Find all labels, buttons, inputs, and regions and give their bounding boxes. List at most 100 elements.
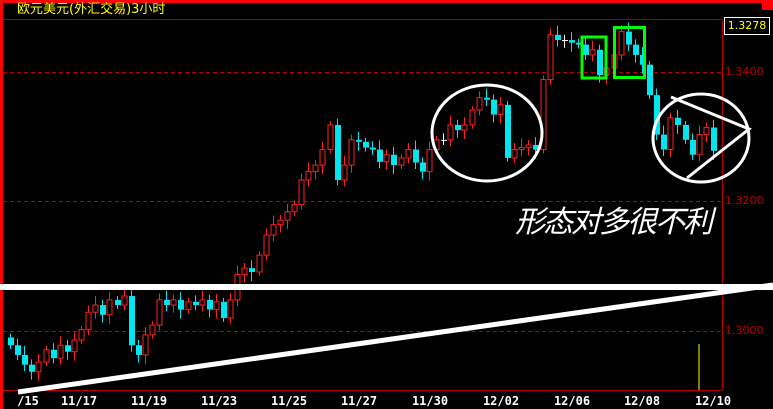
candle-body	[241, 267, 248, 276]
candle-body	[129, 295, 135, 346]
candle-body	[100, 305, 106, 315]
candle-body	[65, 345, 71, 352]
candle-body	[249, 268, 255, 273]
candle	[136, 340, 142, 363]
candle-body	[149, 324, 156, 336]
x-tick-label: 11/23	[200, 394, 238, 408]
candle	[547, 28, 554, 85]
candle	[377, 140, 383, 169]
candle	[298, 173, 305, 210]
candle	[383, 149, 390, 170]
candle-body	[690, 139, 696, 155]
candle-body	[263, 234, 270, 256]
candle-body	[398, 157, 405, 166]
candle-body	[305, 171, 312, 181]
candle-body	[142, 334, 149, 356]
candle-body	[405, 149, 412, 159]
candle-body	[589, 49, 596, 56]
candle	[525, 139, 532, 156]
candle-body	[633, 44, 639, 55]
candle	[305, 162, 312, 187]
candle	[207, 294, 213, 318]
annotations	[0, 26, 773, 395]
candle	[29, 359, 35, 380]
candle-body	[391, 154, 397, 166]
candle	[703, 122, 710, 143]
candle	[199, 290, 206, 312]
candle	[420, 157, 426, 180]
candle-body	[675, 117, 681, 125]
handwritten-annotation: 形态对多很不利	[515, 205, 713, 240]
candle-body	[505, 104, 511, 158]
candle-body	[377, 149, 383, 162]
x-tick-label: 12/06	[553, 394, 591, 408]
triangle-annotation	[670, 95, 752, 180]
candle-body	[569, 40, 575, 43]
candle	[661, 125, 667, 157]
y-tick-label: 1.3400	[725, 65, 764, 78]
candle	[170, 294, 177, 313]
candle-body	[136, 345, 142, 355]
candle-body	[256, 254, 263, 273]
candle	[583, 38, 589, 61]
candle	[476, 91, 483, 116]
corner-button[interactable]	[762, 0, 773, 10]
candle-body	[298, 179, 305, 206]
candle	[221, 297, 227, 322]
candle-body	[213, 301, 220, 311]
candle	[505, 100, 511, 162]
candle-body	[356, 139, 362, 142]
candle	[256, 251, 263, 276]
y-tick-label: 1.3200	[725, 194, 764, 207]
candle	[589, 40, 596, 62]
candle	[270, 215, 277, 242]
candle-body	[654, 95, 660, 135]
ellipse-annotation	[430, 83, 544, 183]
candle-body	[370, 147, 376, 150]
candle	[100, 299, 106, 323]
candle-body	[341, 164, 348, 181]
candle-body	[85, 311, 92, 331]
candle	[562, 34, 568, 48]
candle	[129, 286, 135, 352]
candle	[121, 289, 128, 311]
candle-body	[43, 349, 50, 363]
top-frame-bar	[0, 0, 773, 3]
candle-body	[426, 149, 433, 173]
candle	[413, 140, 419, 169]
candle-body	[413, 149, 419, 163]
candle-body	[711, 127, 717, 151]
candle	[164, 290, 170, 312]
candle-body	[511, 149, 518, 159]
candle-body	[106, 299, 113, 316]
candle	[327, 121, 334, 154]
green-box-2	[613, 26, 646, 79]
candle	[8, 333, 14, 350]
candle-body	[335, 124, 341, 180]
candle-body	[420, 162, 426, 172]
candle	[284, 203, 291, 230]
candle-body	[291, 204, 298, 213]
candle-body	[547, 34, 554, 81]
candle	[576, 38, 582, 49]
candle-body	[491, 99, 497, 115]
candle	[455, 119, 461, 138]
candle	[597, 44, 603, 83]
candle-body	[277, 219, 284, 226]
candle-body	[319, 149, 326, 166]
candle	[363, 137, 369, 152]
candle-body	[57, 344, 64, 359]
candle	[291, 200, 298, 216]
candle-body	[497, 104, 504, 116]
x-tick-label: 11/25	[270, 394, 308, 408]
candle	[654, 88, 660, 140]
candle	[277, 214, 284, 233]
candle	[491, 94, 497, 123]
candle-body	[115, 299, 121, 306]
candle-body	[71, 339, 78, 353]
candle	[675, 110, 681, 134]
candle	[569, 32, 575, 52]
circle-annotation	[651, 92, 751, 184]
candle	[667, 112, 674, 158]
